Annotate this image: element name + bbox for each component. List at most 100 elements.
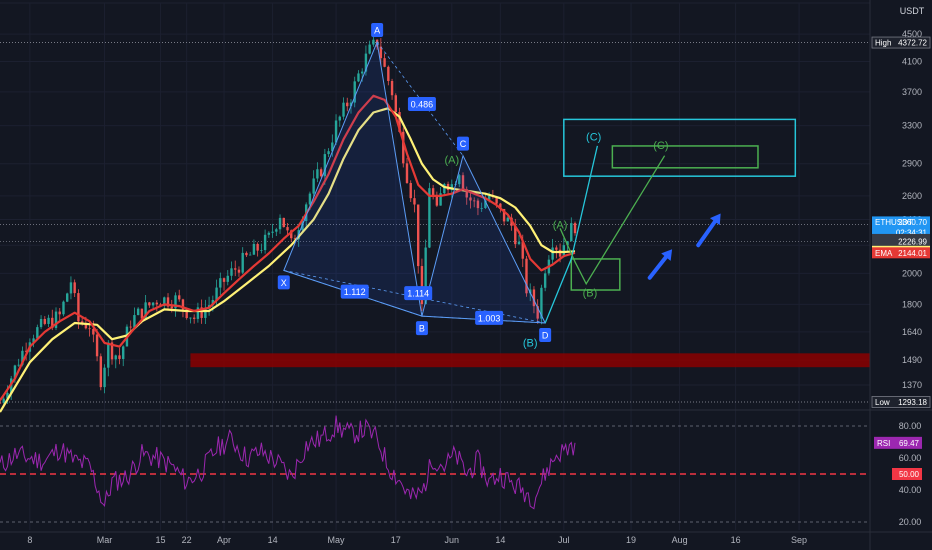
- price-badge: [872, 216, 930, 239]
- time-tick-label: Aug: [672, 535, 688, 545]
- candle-body: [215, 287, 218, 301]
- candle-body: [353, 81, 356, 103]
- candle-body: [278, 217, 282, 230]
- candle-body: [51, 317, 54, 328]
- bullish-arrow-shaft: [647, 255, 668, 280]
- candle-body: [69, 282, 73, 294]
- pattern-point-label: C: [460, 139, 467, 149]
- price-tick-label: 1640: [902, 327, 922, 337]
- rsi-tick-label: 40.00: [899, 485, 922, 495]
- candle-body: [185, 309, 188, 318]
- price-tick-label: 3700: [902, 87, 922, 97]
- candle-body: [521, 241, 524, 259]
- candle-body: [420, 266, 424, 305]
- candle-body: [43, 318, 47, 324]
- pattern-point-badge: [371, 23, 384, 38]
- candle-body: [379, 46, 383, 59]
- candle-body: [431, 188, 435, 197]
- candle-body: [256, 243, 259, 251]
- candle-body: [372, 39, 375, 45]
- pattern-ratio-label: 1.114: [407, 289, 429, 299]
- candle-body: [402, 131, 405, 164]
- price-badge-value: 2144.01: [898, 249, 927, 258]
- candle-body: [6, 393, 9, 399]
- candle-body: [204, 307, 207, 318]
- wave-label: (C): [586, 131, 601, 143]
- candle-body: [349, 102, 353, 107]
- price-tick-label: 4100: [902, 57, 922, 67]
- wave-label: (A): [553, 219, 568, 231]
- candle-body: [77, 293, 80, 322]
- ema-layer: [0, 94, 576, 413]
- candle-body: [416, 204, 420, 267]
- candle-body: [540, 287, 543, 319]
- candle-body: [502, 208, 506, 222]
- candle-body: [237, 269, 241, 273]
- rsi-tick-label: 20.00: [899, 517, 922, 527]
- price-badge-label: EMA: [875, 249, 893, 258]
- pattern-point-label: D: [542, 331, 549, 341]
- candle-body: [95, 334, 99, 357]
- candle-body: [334, 120, 338, 143]
- wave-label: (A): [444, 155, 459, 167]
- candle-body: [338, 116, 341, 121]
- candle-body: [234, 268, 237, 270]
- price-tick-label: 1490: [902, 355, 922, 365]
- candle-body: [39, 318, 43, 328]
- candle-body: [133, 315, 136, 328]
- candle-body: [532, 289, 536, 307]
- candle-body: [196, 307, 200, 319]
- candle-body: [506, 217, 510, 222]
- rsi-badge: [874, 436, 922, 449]
- price-tick-label: 3300: [902, 121, 922, 131]
- price-badge-label: Low: [875, 398, 890, 407]
- price-badge-value: 2226.99: [898, 238, 927, 247]
- time-tick-label: 14: [495, 535, 505, 545]
- rsi-tick-label: 80.00: [899, 421, 922, 431]
- candle-body: [555, 247, 558, 250]
- rsi-badge-label: RSI: [877, 439, 890, 448]
- price-badge-value: 4372.72: [898, 39, 927, 48]
- candle-body: [364, 53, 368, 72]
- candle-body: [536, 306, 539, 319]
- candle-body: [443, 183, 446, 194]
- candle-body: [155, 302, 159, 305]
- price-badge: [872, 247, 930, 259]
- time-tick-label: 17: [391, 535, 401, 545]
- candle-body: [226, 275, 229, 282]
- price-tick-label: 4500: [902, 29, 922, 39]
- candle-body: [267, 232, 271, 235]
- zones-layer: [190, 118, 870, 368]
- bullish-arrow-head: [709, 213, 721, 226]
- candle-body: [428, 188, 431, 248]
- pattern-ratio-badge: [407, 97, 436, 112]
- rsi-line: [0, 415, 576, 510]
- candle-body: [461, 175, 465, 190]
- candle-body: [252, 243, 256, 255]
- target-green-zone: [611, 145, 759, 169]
- rsi-panel: [0, 415, 870, 523]
- candle-body: [319, 169, 323, 177]
- candle-body: [383, 58, 386, 67]
- candle-body: [525, 258, 528, 294]
- time-tick-label: 19: [626, 535, 636, 545]
- candle-body: [308, 193, 312, 205]
- candle-body: [21, 350, 24, 365]
- price-tick-label: 1800: [902, 299, 922, 309]
- candle-body: [342, 102, 345, 117]
- candle-body: [230, 268, 233, 276]
- price-tick-label: 2900: [902, 159, 922, 169]
- price-badge-value: 2360.70: [898, 218, 927, 227]
- candle-body: [17, 364, 20, 366]
- price-badges: High4372.72ETHUSDT2360.7002:34:31Avg2243…: [871, 36, 931, 480]
- candle-body: [110, 342, 114, 360]
- candle-body: [439, 193, 442, 206]
- pattern-point-label: A: [374, 26, 380, 36]
- candle-body: [286, 227, 289, 231]
- candle-body: [473, 200, 476, 202]
- candle-body: [144, 302, 147, 319]
- candle-body: [200, 307, 203, 318]
- time-tick-label: Sep: [791, 535, 807, 545]
- candle-body: [129, 326, 132, 328]
